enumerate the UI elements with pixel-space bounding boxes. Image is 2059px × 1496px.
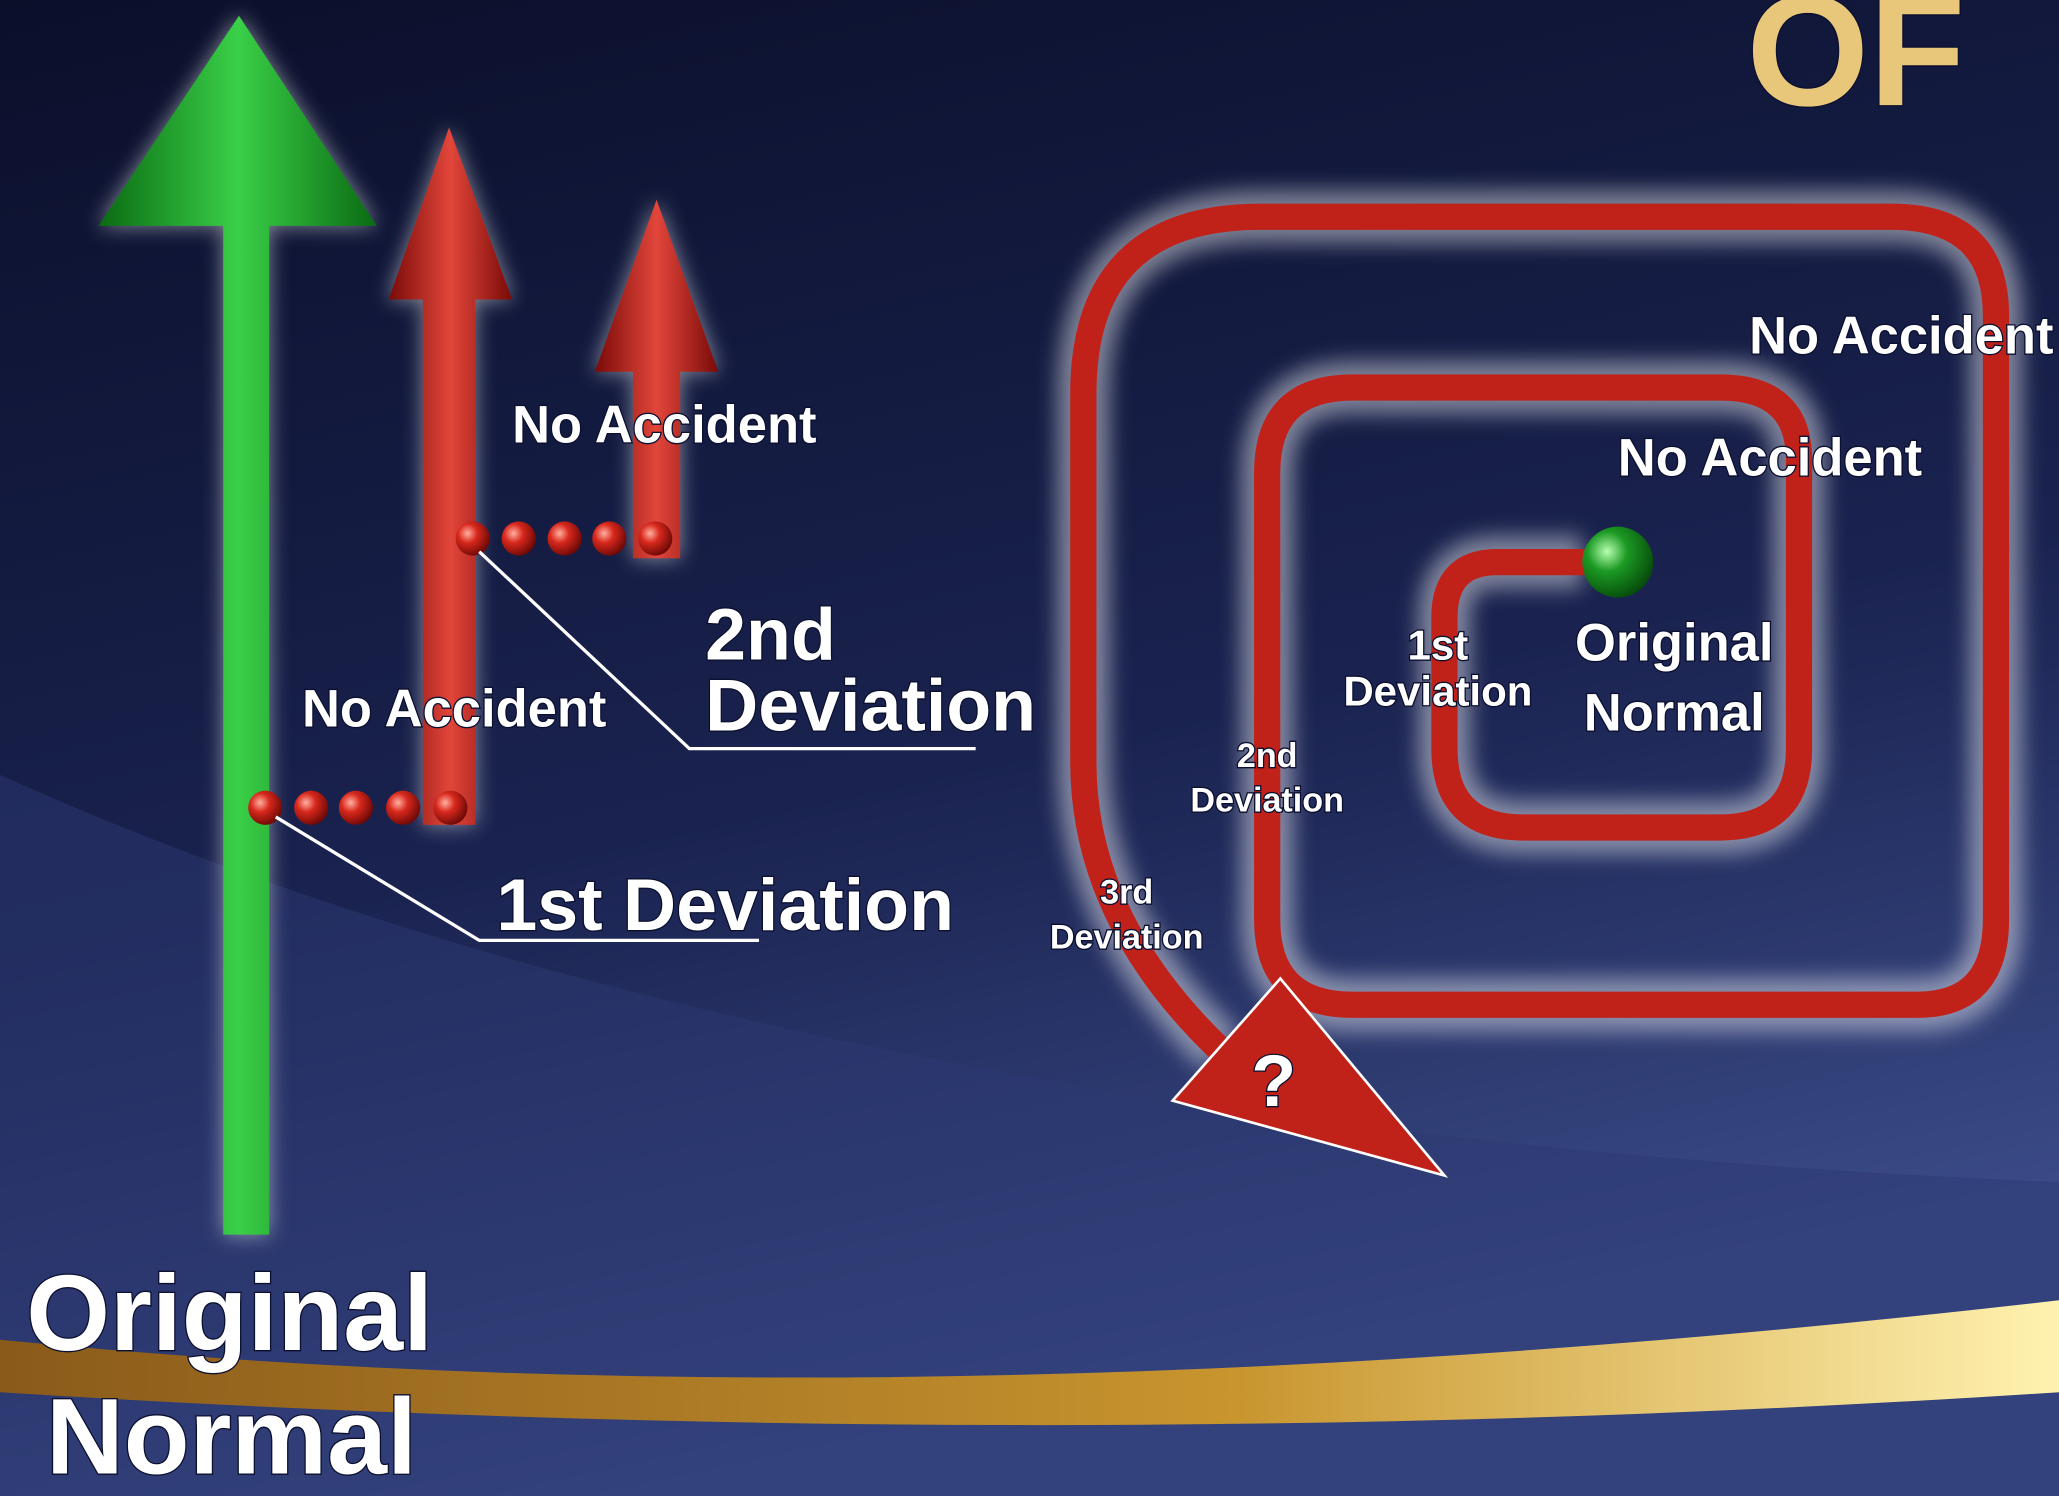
label: Original [1575, 614, 1773, 673]
label: Deviation [1050, 918, 1204, 956]
label: No Accident [512, 396, 816, 455]
label: Original [26, 1253, 433, 1373]
label: No Accident [1749, 306, 2053, 365]
diagram: OF No Accident No Accident 2nd Deviation… [0, 0, 2059, 1496]
label: No Accident [1618, 428, 1922, 487]
label: Deviation [1343, 667, 1532, 714]
label: Normal [46, 1377, 417, 1496]
label: Deviation [1190, 782, 1344, 820]
label: 1st [1408, 621, 1469, 668]
start-ball [1582, 527, 1653, 598]
page: {"title":"OF", "left_diagram":{ "no_acci… [0, 0, 2059, 1496]
label: 1st Deviation [496, 863, 954, 946]
label: Deviation [705, 663, 1036, 746]
label: 2nd [1237, 737, 1298, 775]
label: No Accident [302, 679, 606, 738]
label: Normal [1584, 683, 1765, 742]
title: OF [1746, 0, 1965, 139]
label: 3rd [1100, 874, 1153, 912]
label: ? [1251, 1039, 1296, 1122]
